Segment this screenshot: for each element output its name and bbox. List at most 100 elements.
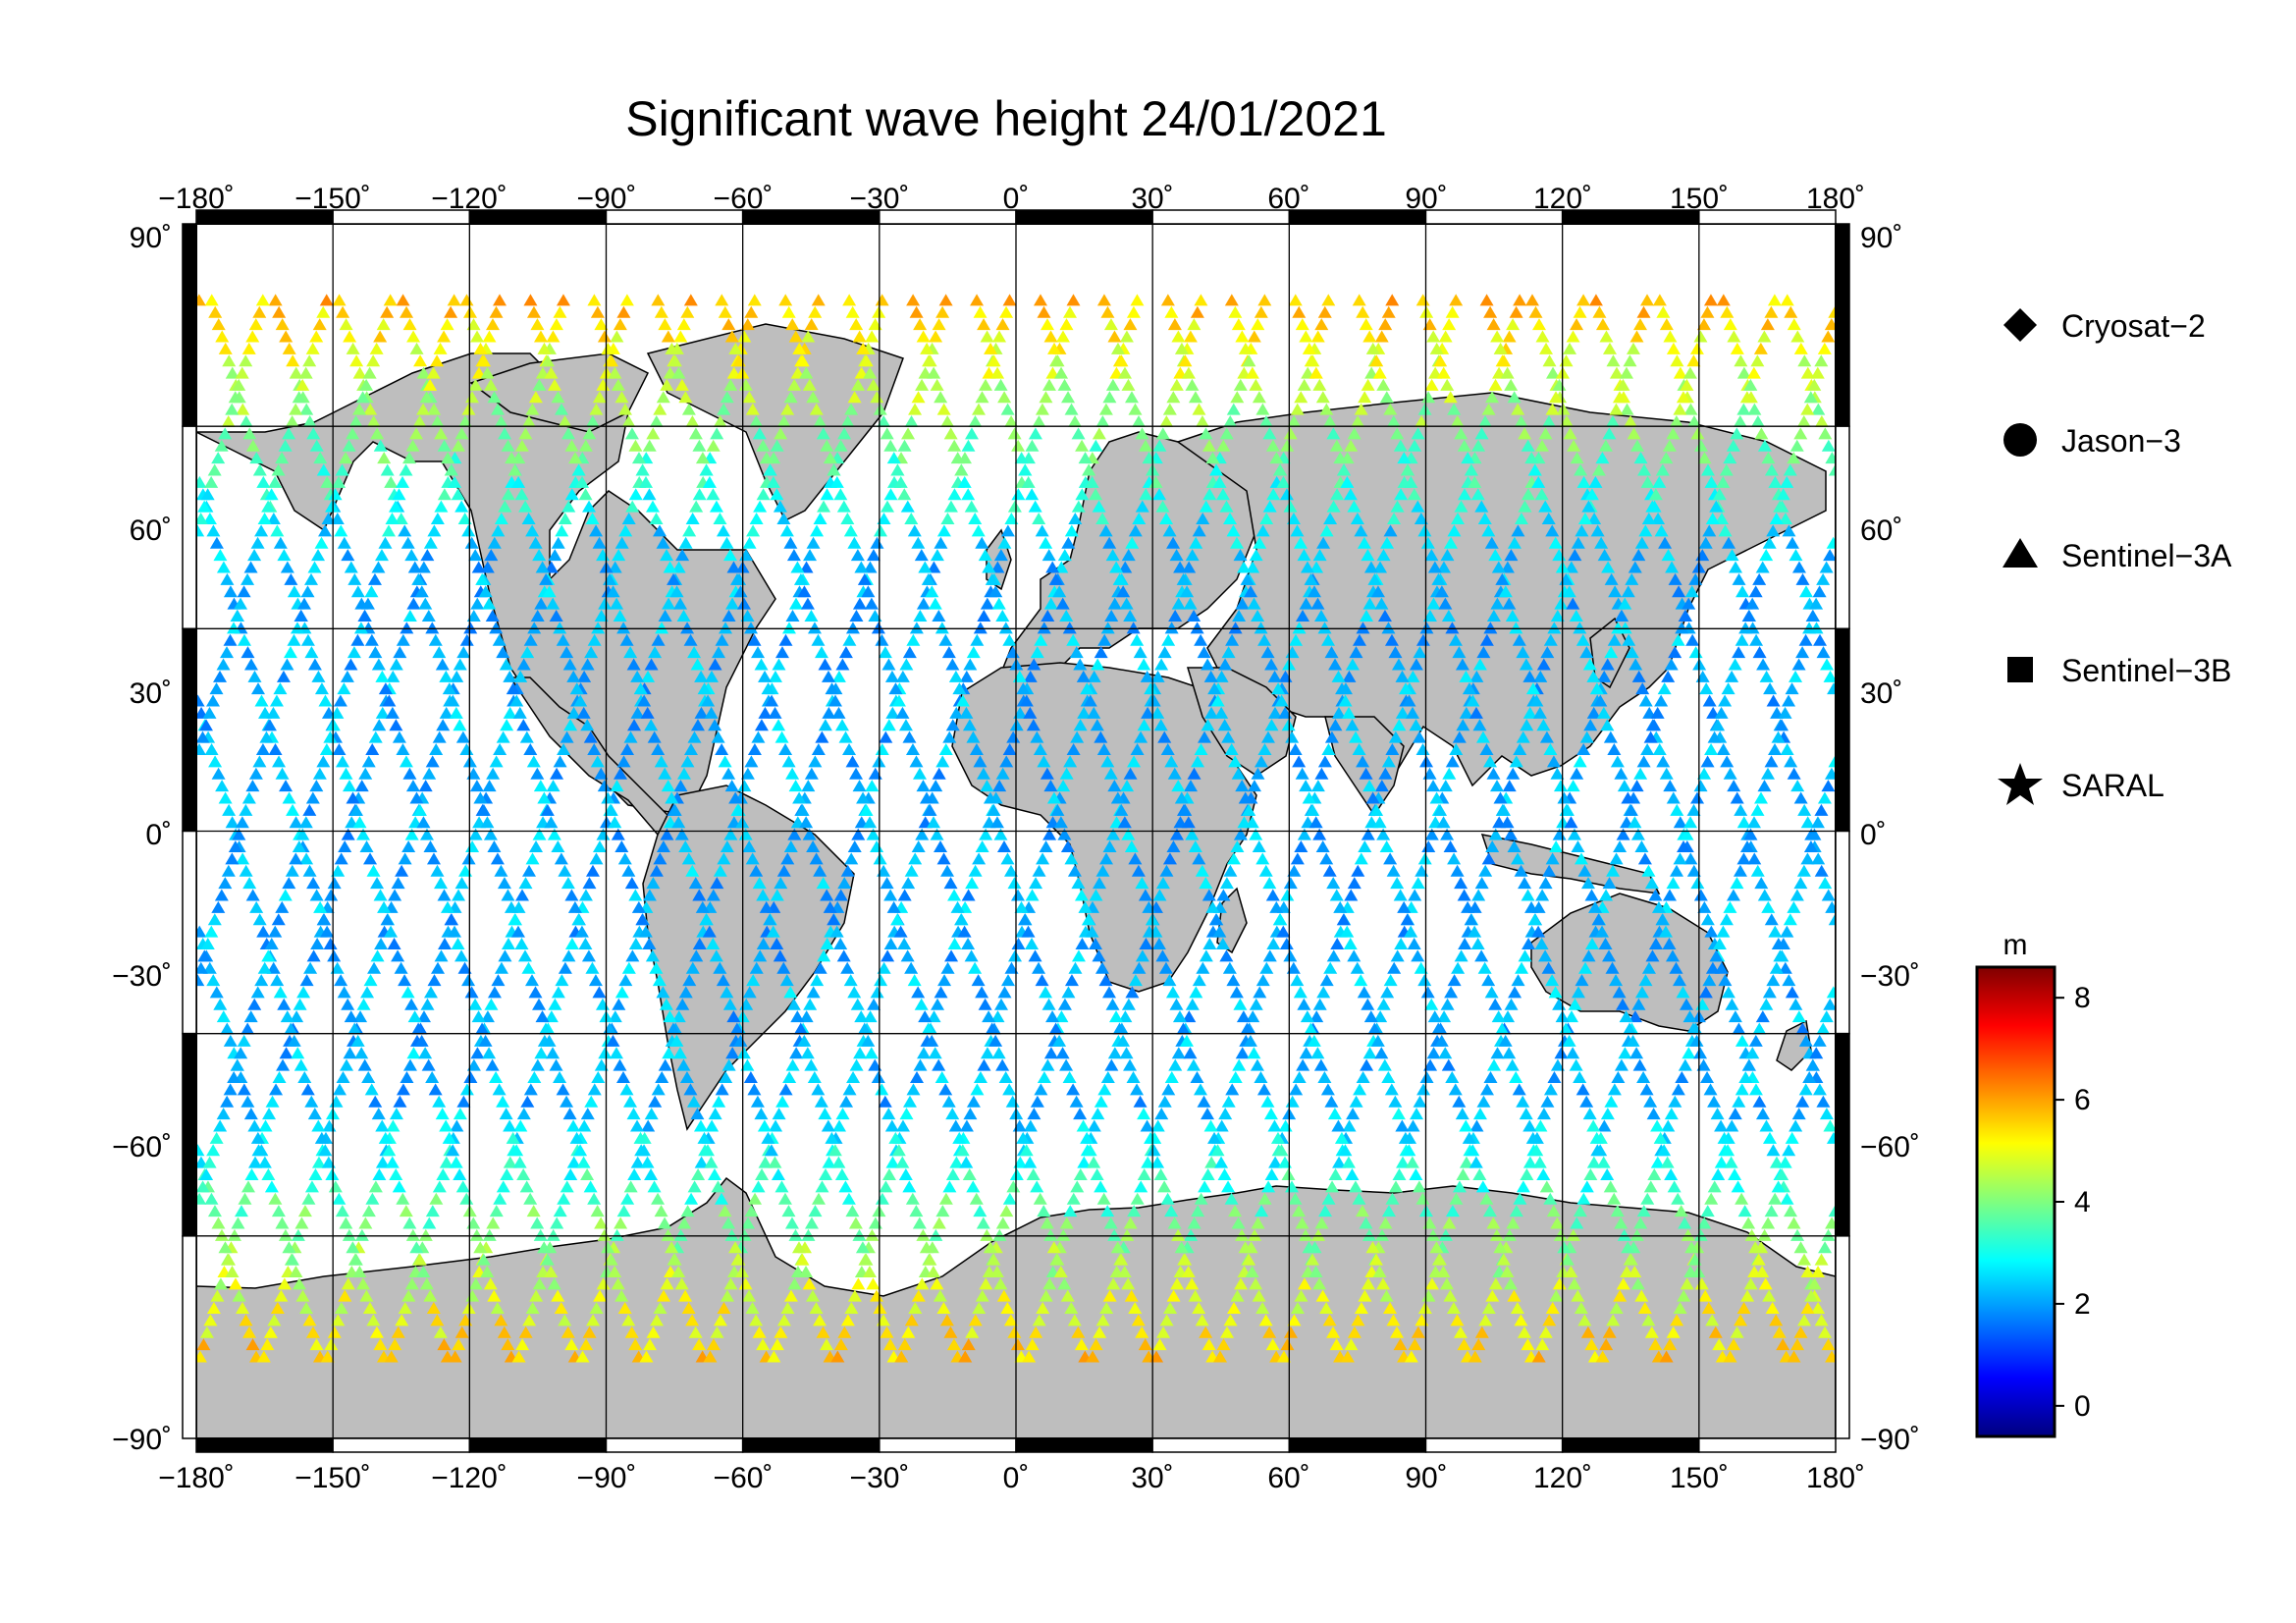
track-marker [606, 1034, 620, 1047]
track-marker [1595, 318, 1610, 331]
track-marker [1459, 1156, 1473, 1168]
track-marker [1824, 767, 1836, 780]
track-marker [723, 378, 738, 391]
track-marker [886, 452, 901, 464]
track-marker [1362, 1228, 1376, 1241]
track-marker [1417, 403, 1432, 415]
track-marker [881, 949, 895, 962]
track-marker [509, 1144, 524, 1157]
track-marker [429, 1192, 444, 1205]
track-marker [1719, 913, 1734, 926]
track-marker [489, 1071, 504, 1084]
track-marker [1185, 378, 1200, 391]
track-marker [1317, 755, 1332, 768]
track-marker [1539, 730, 1554, 743]
track-marker [1257, 294, 1272, 306]
track-marker [1566, 1228, 1580, 1241]
track-marker [1087, 706, 1101, 719]
track-marker [450, 670, 464, 682]
track-marker [1390, 427, 1405, 440]
track-marker [1018, 913, 1033, 926]
track-marker [1098, 524, 1113, 537]
track-marker [884, 670, 899, 682]
track-marker [473, 791, 488, 804]
track-marker [336, 305, 350, 318]
track-marker [581, 949, 596, 962]
track-marker [1188, 839, 1202, 852]
track-marker [1312, 998, 1327, 1010]
track-marker [1199, 1325, 1213, 1338]
track-marker [1771, 730, 1786, 743]
track-marker [1353, 1083, 1367, 1096]
track-marker [1803, 391, 1818, 404]
track-marker [1497, 354, 1512, 367]
track-marker [412, 1253, 427, 1266]
track-marker [814, 646, 828, 659]
track-marker [361, 1071, 376, 1084]
track-marker [265, 1095, 280, 1108]
track-marker [1763, 682, 1778, 695]
track-marker [1584, 889, 1599, 901]
track-marker [385, 706, 400, 719]
track-marker [943, 877, 958, 890]
track-marker [368, 1180, 383, 1193]
track-marker [1417, 524, 1432, 537]
track-marker [1795, 1022, 1810, 1035]
track-marker [690, 658, 705, 671]
track-marker [1500, 1265, 1515, 1277]
track-marker [1194, 1083, 1208, 1096]
track-marker [613, 1058, 627, 1071]
track-marker [787, 828, 802, 840]
track-marker [1088, 937, 1102, 949]
track-marker [1755, 561, 1770, 573]
track-marker [1002, 294, 1017, 306]
track-marker [551, 536, 565, 549]
track-marker [1379, 391, 1394, 404]
track-marker [391, 877, 405, 890]
track-marker [1723, 1350, 1737, 1363]
track-marker [440, 318, 454, 331]
track-marker [521, 961, 536, 974]
track-marker [1634, 839, 1649, 852]
track-marker [946, 1338, 961, 1351]
track-marker [1707, 1180, 1722, 1193]
track-marker [457, 961, 472, 974]
track-marker [843, 524, 858, 537]
track-marker [1666, 1325, 1681, 1338]
track-marker [633, 682, 648, 695]
track-marker [266, 513, 281, 525]
track-marker [969, 1192, 984, 1205]
track-marker [749, 961, 764, 974]
track-marker [952, 1131, 967, 1144]
track-marker [1358, 1289, 1372, 1302]
track-marker [500, 719, 514, 731]
track-marker [975, 391, 989, 404]
track-marker [1297, 549, 1311, 562]
track-marker [1178, 803, 1193, 816]
track-marker [837, 877, 852, 890]
track-marker [610, 330, 624, 343]
legend-item-saral: SARAL [1998, 763, 2164, 805]
track-marker [416, 403, 431, 415]
track-marker [737, 1228, 752, 1241]
track-marker [1632, 318, 1647, 331]
track-marker [773, 500, 787, 513]
track-marker [1725, 1119, 1739, 1132]
track-marker [328, 488, 343, 501]
track-marker [604, 354, 618, 367]
track-marker [1319, 852, 1334, 865]
track-marker [211, 900, 226, 913]
track-marker [401, 1289, 416, 1302]
track-marker [1217, 719, 1232, 731]
track-marker [1096, 294, 1111, 306]
track-marker [480, 561, 495, 573]
track-marker [423, 1289, 438, 1302]
track-marker [416, 816, 431, 829]
track-marker [228, 839, 242, 852]
track-marker [1478, 1314, 1493, 1326]
track-marker [1235, 1047, 1250, 1059]
track-marker [1384, 633, 1399, 646]
track-marker [1576, 294, 1591, 306]
track-marker [947, 937, 962, 949]
track-marker [503, 706, 517, 719]
